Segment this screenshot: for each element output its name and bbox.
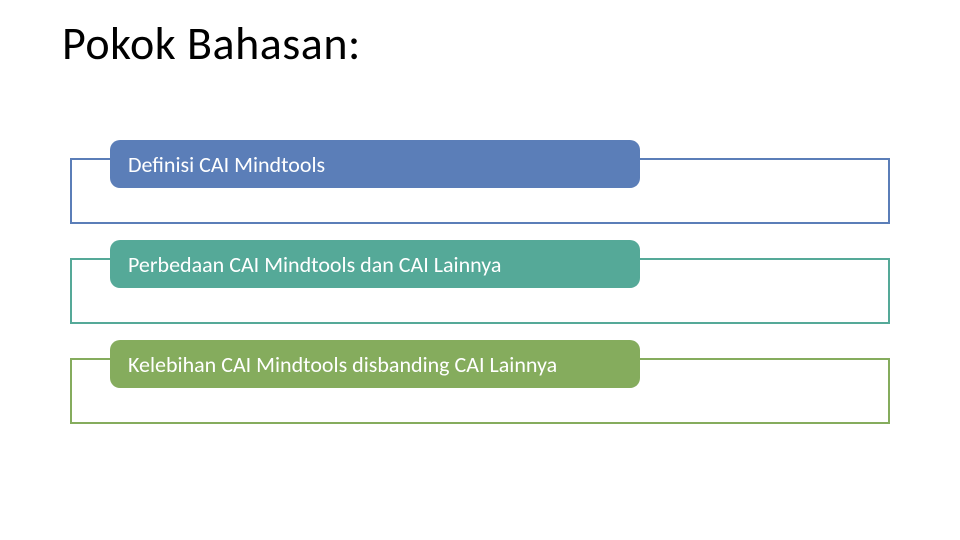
slide-title: Pokok Bahasan: — [62, 16, 361, 72]
slide: Pokok Bahasan: Definisi CAI Mindtools Pe… — [0, 0, 960, 540]
topic-pill-2: Perbedaan CAI Mindtools dan CAI Lainnya — [110, 240, 640, 288]
topic-label-1: Definisi CAI Mindtools — [128, 151, 325, 178]
topic-pill-3: Kelebihan CAI Mindtools disbanding CAI L… — [110, 340, 640, 388]
topic-label-3: Kelebihan CAI Mindtools disbanding CAI L… — [128, 351, 557, 378]
topic-label-2: Perbedaan CAI Mindtools dan CAI Lainnya — [128, 251, 501, 278]
topic-pill-1: Definisi CAI Mindtools — [110, 140, 640, 188]
